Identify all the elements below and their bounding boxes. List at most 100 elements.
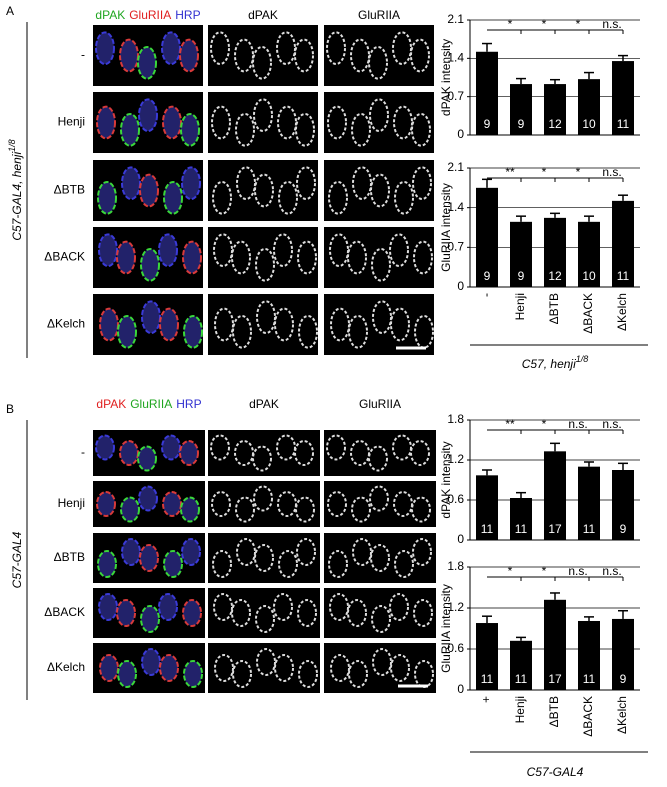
header-word: GluRIIA <box>129 8 171 22</box>
n-label: 11 <box>617 117 630 131</box>
y-axis-label: dPAK intensity <box>439 39 453 116</box>
micrograph <box>324 25 434 86</box>
bouton <box>116 599 136 627</box>
y-tick-label: 1.4 <box>447 51 464 65</box>
row-label: ΔKelch <box>47 660 85 674</box>
row-label: ΔBACK <box>44 250 85 264</box>
bouton <box>369 485 389 512</box>
n-label: 9 <box>484 117 491 131</box>
bouton <box>369 98 389 133</box>
bar <box>578 466 600 540</box>
genotype-sup: 1/8 <box>7 139 17 152</box>
bouton <box>159 307 179 342</box>
y-tick-label: 0 <box>457 279 464 293</box>
micrograph <box>208 481 320 527</box>
bouton <box>159 654 179 682</box>
significance-label: * <box>542 564 547 578</box>
column-header: dPAK <box>248 8 278 22</box>
bouton <box>252 445 272 472</box>
bouton <box>326 31 346 66</box>
bouton <box>255 247 275 282</box>
bouton <box>181 166 201 201</box>
x-tick-label: ΔKelch <box>615 293 629 331</box>
bouton <box>350 440 370 466</box>
n-label: 9 <box>620 672 627 686</box>
significance-label: * <box>576 17 581 31</box>
bouton <box>96 105 116 140</box>
bar <box>476 51 498 136</box>
bouton <box>370 173 390 208</box>
bouton <box>410 440 430 466</box>
micrograph <box>324 588 436 638</box>
n-label: 11 <box>583 672 596 686</box>
bar <box>476 623 498 690</box>
bouton <box>232 660 252 688</box>
n-label: 11 <box>515 672 528 686</box>
row-label: Henji <box>58 496 85 510</box>
bouton <box>255 605 275 633</box>
bouton <box>368 45 388 80</box>
y-tick-label: 2.1 <box>447 160 464 174</box>
bouton <box>179 38 199 73</box>
bouton <box>235 112 255 147</box>
bouton <box>163 180 183 215</box>
micrograph <box>208 160 318 221</box>
y-axis-label: GluRIIA intensity <box>439 183 453 272</box>
bar <box>510 640 532 690</box>
column-header: GluRIIA <box>359 397 401 411</box>
x-tick-label: ΔBTB <box>547 293 561 324</box>
micrograph <box>324 227 434 288</box>
bouton <box>273 233 293 268</box>
bouton <box>97 550 117 578</box>
n-label: 11 <box>481 672 494 686</box>
significance-label: ** <box>505 165 515 179</box>
row-label: ΔBACK <box>44 605 85 619</box>
micrograph <box>324 92 434 153</box>
bar <box>612 200 634 287</box>
bouton <box>138 485 158 512</box>
y-tick-label: 0.7 <box>447 240 464 254</box>
significance-label: n.s. <box>568 417 587 431</box>
significance-label: n.s. <box>568 564 587 578</box>
x-tick-label: ΔBACK <box>581 293 595 334</box>
header-word: dPAK <box>95 8 125 22</box>
n-label: 9 <box>620 522 627 536</box>
n-label: 11 <box>515 522 528 536</box>
micrograph <box>324 481 436 527</box>
bouton <box>161 434 181 461</box>
bouton <box>235 496 255 523</box>
bouton <box>296 166 316 201</box>
genotype-text: C57-GAL4, henji <box>10 152 24 241</box>
bouton <box>116 240 136 275</box>
genotype-label: C57-GAL4 <box>10 531 24 588</box>
bouton <box>278 180 298 215</box>
bouton <box>96 491 116 517</box>
bouton <box>182 240 202 275</box>
bouton <box>413 240 433 275</box>
significance-label: n.s. <box>602 165 621 179</box>
micrograph <box>208 643 320 693</box>
significance-label: ** <box>505 417 515 431</box>
micrograph <box>208 227 318 288</box>
n-label: 12 <box>548 117 562 131</box>
bouton <box>392 434 412 461</box>
bar <box>510 498 532 540</box>
y-tick-label: 2.1 <box>447 12 464 26</box>
bouton <box>328 180 348 215</box>
bouton <box>180 496 200 523</box>
header-word: HRP <box>175 8 200 22</box>
bouton <box>393 491 413 517</box>
micrograph <box>208 588 320 638</box>
x-tick-label: Henji <box>513 293 527 320</box>
bouton <box>411 496 431 523</box>
x-tick-label: ΔKelch <box>615 696 629 734</box>
bouton <box>294 440 314 466</box>
y-tick-label: 0 <box>457 532 464 546</box>
bouton <box>394 550 414 578</box>
bouton <box>276 434 296 461</box>
bouton <box>182 599 202 627</box>
header-word: GluRIIA <box>130 397 172 411</box>
bouton <box>298 660 318 688</box>
bouton <box>297 599 317 627</box>
bouton <box>277 491 297 517</box>
